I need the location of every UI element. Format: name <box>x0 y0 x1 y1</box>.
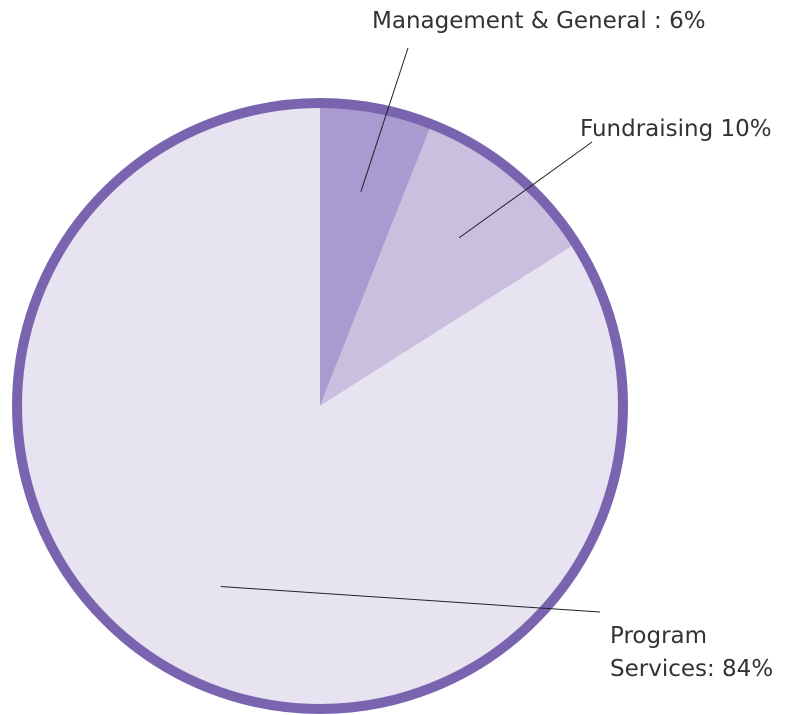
leader-line <box>220 586 601 613</box>
pie-slice <box>320 124 576 407</box>
slice-label: Fundraising 10% <box>580 116 772 142</box>
leader-line <box>360 47 409 192</box>
pie-border <box>12 98 628 714</box>
slice-label: Program Services: 84% <box>610 623 774 682</box>
leader-line <box>458 141 593 239</box>
pie-slice <box>16 103 623 709</box>
pie-slice <box>320 103 432 406</box>
slice-label: Management & General : 6% <box>372 8 706 34</box>
